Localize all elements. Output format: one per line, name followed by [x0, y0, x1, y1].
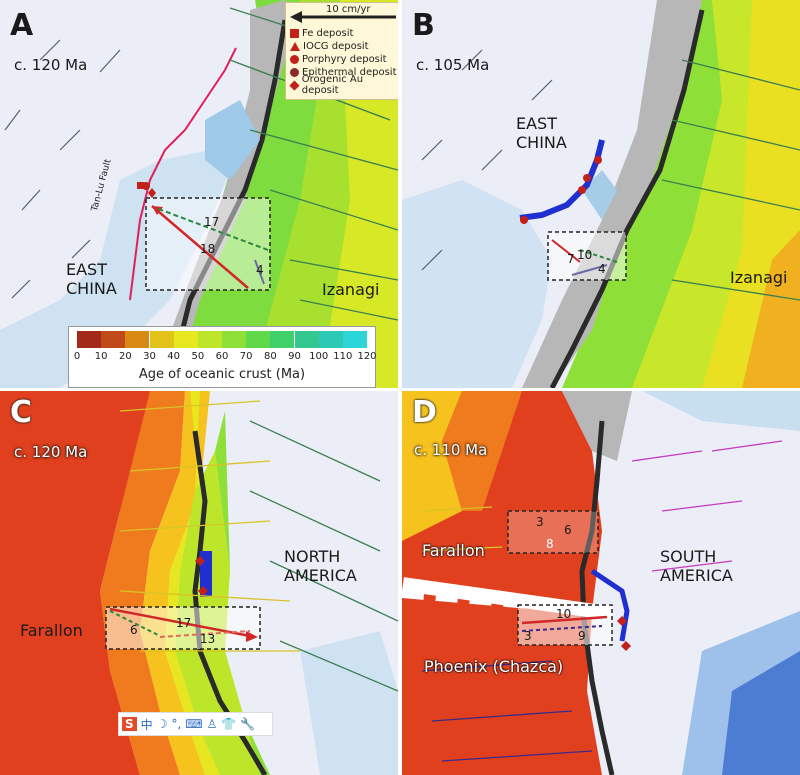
colorbar-tick: 10 [94, 351, 108, 362]
toolbar-item-0[interactable]: S [122, 717, 137, 731]
panel-a-east-china: EAST CHINA [66, 260, 117, 298]
colorbar-tick: 120 [357, 351, 377, 362]
toolbar-item-2[interactable]: ☽ [156, 717, 168, 731]
colorbar-tick: 40 [167, 351, 181, 362]
panel-a-letter: A [10, 8, 34, 43]
scale-arrow [290, 11, 396, 23]
colorbar-swatch [318, 331, 343, 348]
panel-d: D c. 110 Ma SOUTH AMERICA Farallon Phoen… [402, 391, 800, 775]
panel-b-east-china: EAST CHINA [516, 114, 567, 152]
toolbar-item-3[interactable]: °, [171, 717, 182, 731]
panel-a: A c. 120 Ma EAST CHINA Izanagi Tan-Lu Fa… [0, 0, 398, 388]
panel-d-south-america: SOUTH AMERICA [660, 547, 733, 585]
panel-c-map [0, 391, 398, 775]
colorbar-swatch [173, 331, 198, 348]
panel-d-vector-3a: 3 [536, 515, 544, 529]
panel-b-letter: B [412, 8, 435, 43]
panel-b: B c. 105 Ma EAST CHINA Izanagi 10 7 4 [402, 0, 800, 388]
panel-d-letter: D [412, 395, 437, 430]
square-icon [290, 28, 299, 38]
panel-d-vector-6: 6 [564, 523, 572, 537]
panel-d-farallon: Farallon [422, 541, 485, 560]
diamond-icon [289, 79, 300, 91]
panel-b-vector-4: 4 [598, 262, 606, 276]
panel-c-letter: C [10, 395, 33, 430]
colorbar-tick: 30 [143, 351, 156, 362]
colorbar-tick: 0 [73, 351, 81, 362]
ime-toolbar[interactable]: S 中 ☽ °, ⌨ ♙ 👕 🔧 [118, 712, 273, 736]
colorbar-swatch [342, 331, 367, 348]
toolbar-item-6[interactable]: 👕 [221, 717, 237, 731]
colorbar-swatch [197, 331, 222, 348]
colorbar-swatch [77, 331, 102, 348]
toolbar-item-5[interactable]: ♙ [206, 717, 218, 731]
panel-d-vector-8: 8 [546, 537, 554, 551]
legend-item-porphyry: Porphyry deposit [290, 53, 387, 65]
colorbar-swatch [125, 331, 150, 348]
panel-a-age: c. 120 Ma [14, 56, 88, 74]
colorbar-swatch [222, 331, 247, 348]
panel-d-map [402, 391, 800, 775]
panel-d-age: c. 110 Ma [414, 441, 488, 459]
triangle-icon [290, 41, 300, 51]
circle-icon [290, 54, 299, 64]
panel-b-vector-10: 10 [577, 248, 593, 262]
panel-a-izanagi: Izanagi [322, 280, 380, 299]
colorbar-title: Age of oceanic crust (Ma) [138, 367, 306, 382]
panel-d-vector-10: 10 [556, 607, 572, 621]
panel-a-vector-18: 18 [200, 242, 216, 256]
colorbar-tick: 70 [239, 351, 253, 362]
legend-item-epithermal: Epithermal deposit [290, 66, 397, 78]
colorbar-tick: 60 [215, 351, 229, 362]
colorbar-tick: 100 [309, 351, 329, 362]
circle-icon [290, 67, 299, 77]
legend-item-iocg: IOCG deposit [290, 40, 369, 52]
toolbar-item-1[interactable]: 中 [140, 717, 153, 732]
panel-a-vector-4: 4 [256, 263, 264, 277]
panel-d-vector-3b: 3 [524, 629, 532, 643]
panel-b-map [402, 0, 800, 388]
panel-d-phoenix: Phoenix (Chazca) [424, 657, 564, 676]
toolbar-item-7[interactable]: 🔧 [240, 717, 256, 731]
legend-item-orogenic: Orogenic Au deposit [289, 74, 398, 96]
panel-b-izanagi: Izanagi [730, 268, 788, 287]
colorbar-swatch [246, 331, 271, 348]
panel-c-vector-17: 17 [176, 616, 192, 630]
colorbar-tick: 90 [288, 351, 301, 362]
legend-item-fe: Fe deposit [290, 27, 353, 39]
panel-b-vector-7: 7 [567, 252, 575, 266]
colorbar-swatch [270, 331, 295, 348]
colorbar-tick: 110 [333, 351, 353, 362]
panel-c-vector-6: 6 [130, 623, 138, 637]
panel-c-age: c. 120 Ma [14, 443, 88, 461]
age-colorbar: 0 10 20 30 40 50 60 70 80 90 100 110 120 Age of ocean… [68, 326, 377, 388]
panel-d-vector-9: 9 [578, 629, 586, 643]
panel-c: C c. 120 Ma NORTH AMERICA Farallon 17 6 … [0, 391, 398, 775]
panel-c-farallon: Farallon [20, 621, 83, 640]
colorbar-tick: 50 [191, 351, 205, 362]
colorbar-swatch [149, 331, 174, 348]
toolbar-item-4[interactable]: ⌨ [185, 717, 203, 731]
panel-c-north-america: NORTH AMERICA [284, 547, 357, 585]
colorbar-tick: 80 [263, 351, 277, 362]
panel-b-age: c. 105 Ma [416, 56, 490, 74]
legend-scale-label: 10 cm/yr [326, 4, 371, 15]
colorbar-tick: 20 [118, 351, 132, 362]
deposit-legend: 10 cm/yr Fe deposit IOCG deposit Porphyr… [285, 2, 398, 100]
colorbar-swatch [101, 331, 126, 348]
colorbar-swatch [294, 331, 319, 348]
panel-a-vector-17: 17 [204, 215, 220, 229]
panel-c-vector-13: 13 [200, 632, 216, 646]
